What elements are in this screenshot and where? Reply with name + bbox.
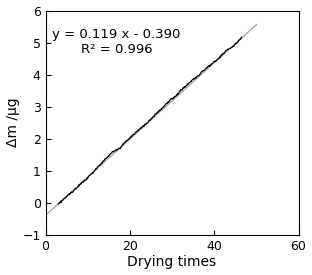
Y-axis label: Δm /μg: Δm /μg [6, 98, 20, 147]
Text: y = 0.119 x - 0.390
R² = 0.996: y = 0.119 x - 0.390 R² = 0.996 [52, 29, 181, 56]
X-axis label: Drying times: Drying times [128, 255, 217, 270]
